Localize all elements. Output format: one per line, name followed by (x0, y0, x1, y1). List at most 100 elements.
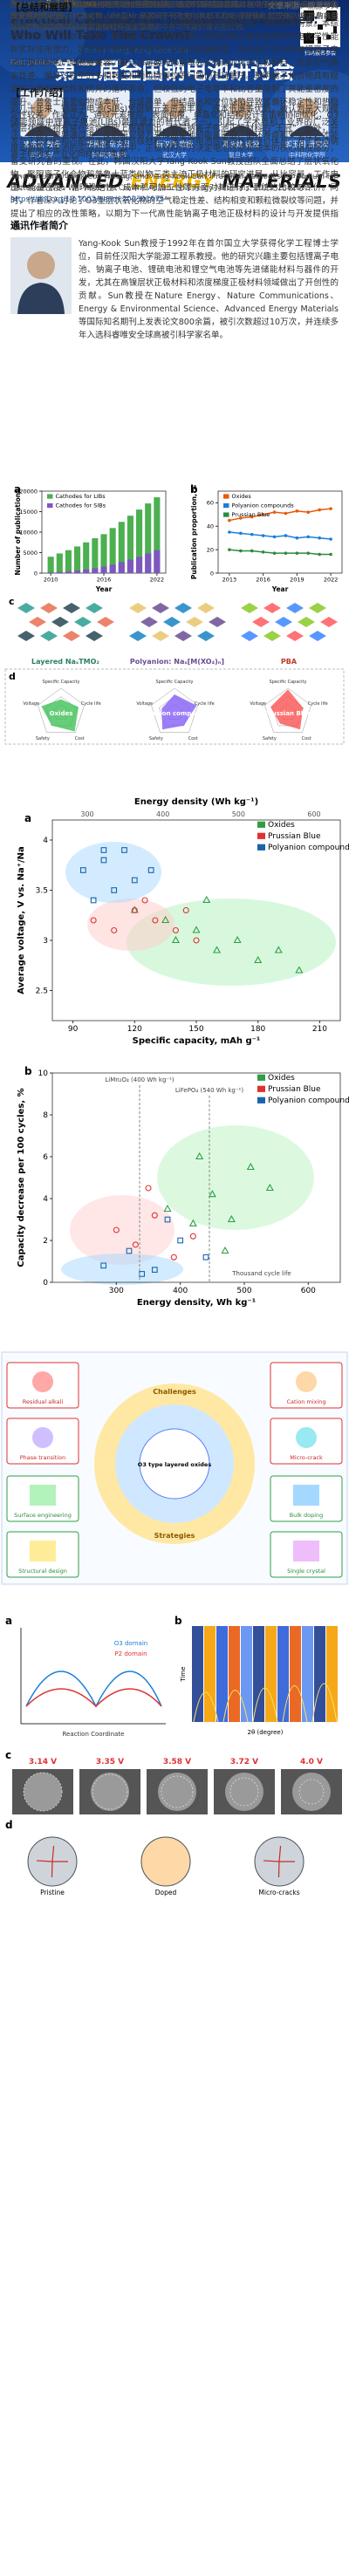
point (261, 513, 265, 516)
voltage-label: 3.14 V (29, 1758, 57, 1766)
point (172, 926, 179, 934)
legend-label: Oxides (232, 493, 252, 500)
decoration (29, 617, 46, 627)
decoration (290, 1626, 301, 1722)
x-tick-label: 400 (173, 1287, 188, 1295)
decoration (286, 603, 304, 613)
strategy-label: Single crystal (287, 1568, 325, 1575)
x-tick-label: 120 (127, 1025, 142, 1034)
y-tick-label: 4 (43, 1195, 48, 1204)
decoration (40, 603, 58, 613)
doi-link[interactable]: https://doi.org/10.1002/aenm.202301975 (127, 58, 273, 66)
speaker-name: 夏永姚 教授 (222, 140, 260, 148)
point (100, 1262, 107, 1269)
radar-axis-label: Cost (188, 736, 198, 741)
decoration (152, 631, 169, 641)
legend-swatch (257, 1074, 265, 1081)
bar (74, 570, 81, 573)
reference-text: Xinghui Liang, Jang-Yeon Hwang, and Yang… (10, 173, 339, 193)
decoration (74, 617, 92, 627)
decoration (25, 1688, 162, 1708)
reference-link[interactable]: https://doi.org/10.1002/aenm.202301975 (10, 195, 165, 204)
x-tick-label: 2016 (256, 577, 270, 584)
axis-annotation: Time (180, 1666, 187, 1682)
point (141, 897, 148, 904)
point (213, 946, 222, 953)
annotation: Thousand cycle life (231, 1270, 291, 1277)
point (80, 867, 86, 873)
decoration (270, 689, 304, 730)
structure-label: PBA (281, 658, 298, 666)
center-label: O3 type layered oxides (138, 1461, 212, 1468)
point (284, 511, 288, 516)
article-info: Review | 🔓 Full Access Practical Cathode… (0, 0, 349, 258)
qr-note: 扫码报名参会 (305, 50, 336, 57)
radar-axis-label: Safety (149, 736, 163, 741)
top-tick-label: 600 (307, 810, 320, 818)
decoration (129, 603, 147, 613)
point (170, 1254, 177, 1261)
line (229, 549, 332, 556)
point (239, 516, 243, 520)
bio-text: Yang-Kook Sun教授于1992年在首尔国立大学获得化学工程博士学位，目… (79, 239, 339, 340)
point (151, 1267, 158, 1273)
point (152, 917, 159, 924)
point (239, 531, 243, 536)
svg-text:ADVANCED ENERGY MATERI: ADVANCED ENERGY MATERIALS (5, 171, 341, 192)
radar-axis-label: Cycle life (81, 701, 101, 707)
conference-title: 第二届全国钠电池研讨会 (54, 58, 294, 84)
decoration (296, 1427, 317, 1448)
decoration (314, 1626, 325, 1722)
bar (118, 522, 125, 573)
bar (100, 566, 107, 573)
panel-label: b (190, 484, 198, 495)
decoration (91, 1773, 129, 1811)
radar-axis-label: Safety (36, 736, 50, 741)
point (163, 1204, 172, 1213)
point (295, 551, 299, 555)
panel-label: b (174, 1615, 182, 1627)
bar (83, 569, 90, 573)
point (193, 937, 200, 944)
bar (65, 550, 72, 573)
find-it-link[interactable]: Find it @ Hanyang (10, 70, 79, 79)
figure-caption: 图1. a) 关于SIBs和LIBs正极材料的出版物数量。b) 2013年至20… (10, 1, 339, 32)
crystal-structures: c Layered NaₓTMO₂ Polyanion: Naₓ[M(XO₄)ₙ]… (9, 596, 338, 666)
point (272, 551, 277, 555)
decoration (263, 631, 281, 641)
legend-swatch (223, 512, 229, 517)
bar (65, 571, 72, 573)
legend-swatch (47, 502, 53, 509)
decoration (158, 1773, 196, 1811)
x-tick-label: 2022 (150, 577, 165, 584)
ring-label: Challenges (153, 1388, 196, 1396)
footer: 文章来源：能源学人 (267, 3, 339, 11)
decoration (17, 603, 35, 613)
point (284, 534, 288, 537)
summary-text: 钠离子电池凭借其资源优势和成本优势，在大规模储能领域展现出广阔的应用前景。本综述… (10, 19, 339, 160)
x-tick-label: 2016 (97, 577, 112, 584)
point (131, 877, 138, 884)
decoration (41, 699, 79, 732)
point (111, 887, 118, 893)
decoration (86, 603, 103, 613)
decoration (193, 1691, 219, 1723)
point (261, 534, 265, 537)
annotation: LiFePO₄ (540 Wh kg⁻¹) (175, 1087, 243, 1094)
decoration (30, 1485, 56, 1506)
decoration (229, 1626, 240, 1722)
decoration (23, 1772, 63, 1812)
legend-label: Polyanion compounds (268, 1097, 349, 1105)
axis-annotation: 2θ (degree) (248, 1729, 284, 1736)
bar (92, 568, 99, 573)
decoration (24, 1773, 62, 1811)
legend-label: Polyanion compounds (232, 502, 295, 509)
article-title: Practical Cathodes for Sodium-Ion Batter… (10, 13, 318, 43)
decoration (275, 617, 292, 627)
decoration (216, 1626, 228, 1722)
radar-axis-label: Cycle life (195, 701, 215, 707)
y-tick-label: 15000 (19, 509, 38, 516)
voltage-label: 3.72 V (230, 1758, 258, 1766)
x-axis-label: Energy density, Wh kg⁻¹ (137, 1298, 256, 1308)
